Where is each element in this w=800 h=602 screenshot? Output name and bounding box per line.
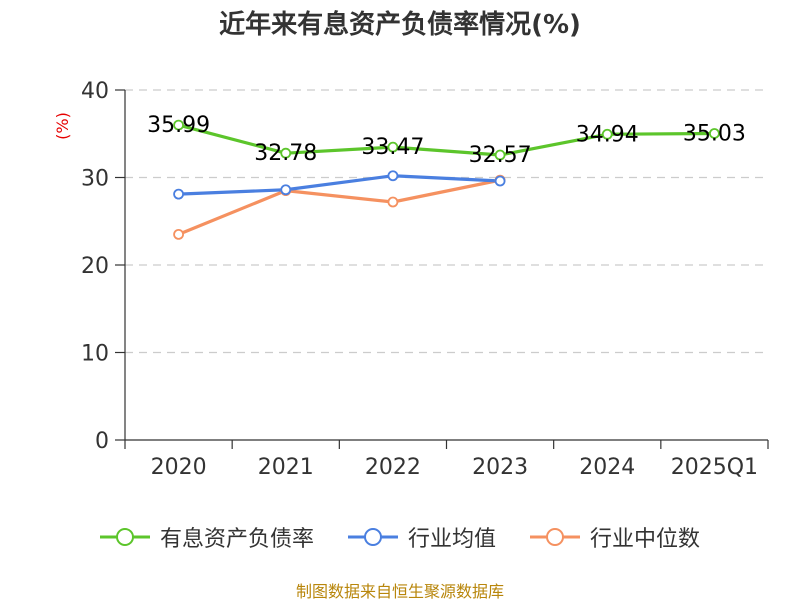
- data-point: [173, 228, 184, 240]
- data-point: [387, 170, 399, 182]
- data-point: [494, 175, 506, 187]
- legend-label: 行业中位数: [590, 527, 701, 552]
- chart-title: 近年来有息资产负债率情况(%): [219, 10, 581, 40]
- y-tick-label: 20: [81, 254, 109, 279]
- series-line-3: [176, 178, 502, 236]
- data-point: [387, 196, 399, 208]
- data-point: [387, 141, 399, 153]
- data-label: 34.94: [576, 122, 639, 147]
- legend-item-series-1[interactable]: 有息资产负债率: [98, 520, 314, 554]
- y-tick-label: 30: [81, 167, 109, 192]
- data-point: [601, 128, 613, 140]
- legend-item-series-3[interactable]: 行业中位数: [528, 520, 700, 554]
- y-tick-label: 40: [81, 79, 109, 104]
- legend-label: 有息资产负债率: [160, 527, 315, 552]
- data-label: 32.57: [469, 143, 532, 168]
- legend-marker-icon: [530, 528, 580, 546]
- series-line-2: [176, 174, 502, 196]
- x-tick-label: 2025Q1: [671, 455, 758, 480]
- data-label: 35.99: [147, 113, 210, 138]
- data-point: [280, 147, 292, 159]
- y-tick-label: 10: [81, 342, 109, 367]
- x-tick-label: 2023: [472, 455, 528, 480]
- legend-item-series-2[interactable]: 行业均值: [346, 520, 496, 554]
- data-label: 33.47: [361, 135, 424, 160]
- data-point: [173, 188, 184, 200]
- legend-marker-icon: [100, 528, 150, 546]
- y-tick-label: 0: [95, 429, 109, 454]
- x-tick-label: 2020: [151, 455, 207, 480]
- data-label: 35.03: [683, 121, 746, 146]
- data-label: 32.78: [254, 141, 317, 166]
- y-axis-label: (%): [53, 112, 72, 140]
- x-tick-label: 2021: [258, 455, 314, 480]
- chart-legend: 有息资产负债率 行业均值 行业中位数: [0, 520, 800, 554]
- x-tick-label: 2022: [365, 455, 421, 480]
- series-line-1: [176, 123, 717, 157]
- source-note: 制图数据来自恒生聚源数据库: [295, 582, 504, 601]
- data-point: [494, 149, 506, 161]
- data-point: [173, 119, 184, 131]
- legend-label: 行业均值: [408, 527, 497, 552]
- x-tick-label: 2024: [579, 455, 635, 480]
- legend-marker-icon: [348, 528, 398, 546]
- data-point: [280, 184, 292, 196]
- data-point: [709, 128, 720, 139]
